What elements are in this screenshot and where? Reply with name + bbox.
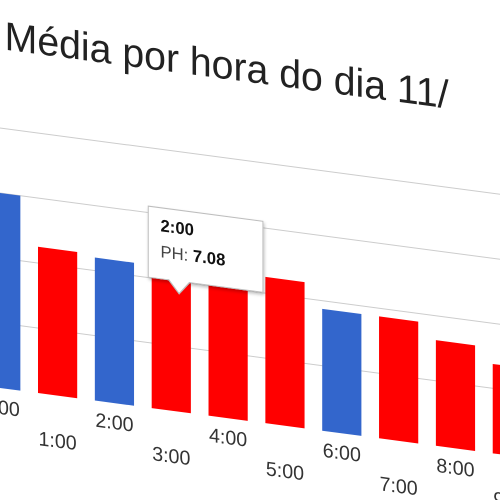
- tooltip-label: PH:: [160, 242, 189, 265]
- gridline: [0, 189, 500, 269]
- x-tick-label: 6:00: [323, 440, 361, 467]
- x-tick-label: 7:00: [380, 473, 418, 500]
- x-tick-label: 2:00: [95, 410, 133, 437]
- bar-9-00[interactable]: [492, 363, 500, 459]
- tooltip: 2:00 PH: 7.08: [147, 205, 264, 293]
- x-tick-label: 0:00: [0, 394, 20, 421]
- x-tick-label: 1:00: [39, 428, 77, 455]
- tooltip-line: PH: 7.08: [161, 242, 251, 274]
- bar-0-00[interactable]: [0, 190, 21, 391]
- x-tick-label: 4:00: [209, 425, 247, 452]
- bar-1-00[interactable]: [37, 246, 78, 399]
- tooltip-pointer: [167, 279, 191, 297]
- bar-5-00[interactable]: [265, 276, 305, 429]
- bar-6-00[interactable]: [322, 308, 362, 436]
- bar-8-00[interactable]: [435, 340, 476, 451]
- x-tick-label: 8:00: [436, 455, 474, 482]
- tooltip-value: 7.08: [192, 246, 226, 270]
- x-tick-label: 5:00: [266, 458, 304, 485]
- bar-2-00[interactable]: [94, 257, 135, 406]
- gridline: [0, 124, 500, 204]
- x-tick-label: 3:00: [152, 443, 190, 470]
- bar-7-00[interactable]: [379, 316, 419, 444]
- x-tick-label: 9:00: [493, 488, 500, 500]
